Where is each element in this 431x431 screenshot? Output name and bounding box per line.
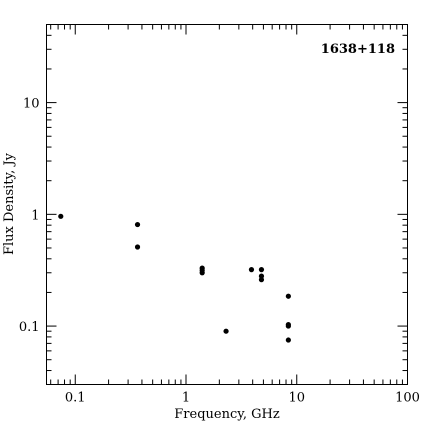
x-tick-label: 1: [182, 391, 190, 406]
data-point: [258, 277, 265, 283]
minor-ticks: [46, 24, 408, 385]
plot-frame: [46, 24, 408, 385]
y-tick-label: 1: [31, 208, 39, 223]
data-point: [223, 328, 229, 334]
y-tick-labels: 0.1 1 10: [19, 97, 40, 335]
y-tick-label: 10: [23, 97, 40, 112]
data-point: [58, 213, 64, 219]
x-axis-label: Frequency, GHz: [174, 407, 280, 422]
y-axis-label: Flux Density, Jy: [2, 152, 17, 255]
x-tick-labels: 0.1 1 10 100: [65, 391, 420, 406]
data-point: [248, 267, 255, 273]
major-ticks: [46, 24, 408, 385]
x-tick-label: 100: [395, 391, 420, 406]
x-tick-label: 0.1: [65, 391, 86, 406]
data-point: [134, 244, 141, 250]
data-point: [258, 267, 265, 273]
data-point: [134, 221, 141, 228]
chart-title: 1638+118: [321, 42, 395, 57]
x-tick-label: 10: [288, 391, 305, 406]
data-point: [285, 293, 291, 299]
data-point: [285, 337, 291, 343]
data-point: [199, 270, 205, 276]
y-tick-label: 0.1: [19, 320, 40, 335]
data-point: [285, 323, 291, 329]
data-points: [58, 213, 291, 343]
data-point: [258, 273, 265, 279]
